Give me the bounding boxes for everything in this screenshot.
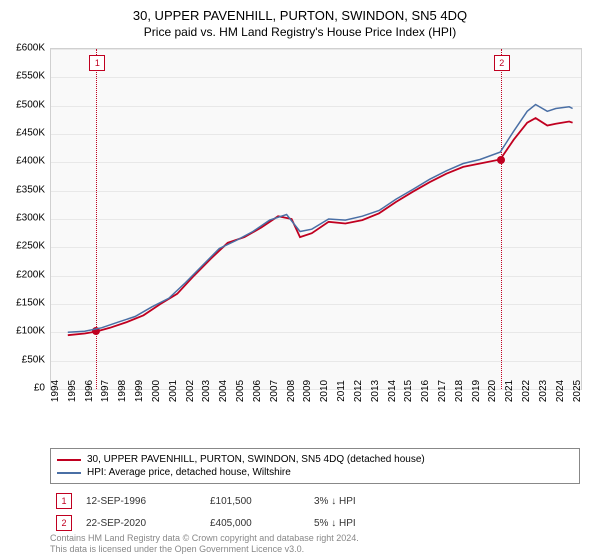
legend-box: 30, UPPER PAVENHILL, PURTON, SWINDON, SN… <box>50 448 580 484</box>
x-tick-label: 2023 <box>538 380 549 402</box>
x-tick-label: 2004 <box>218 380 229 402</box>
x-tick-label: 2014 <box>387 380 398 402</box>
x-tick-label: 2015 <box>403 380 414 402</box>
y-tick-label: £100K <box>16 326 45 337</box>
sale-badge: 1 <box>56 493 72 509</box>
x-tick-label: 2016 <box>420 380 431 402</box>
x-tick-label: 2022 <box>521 380 532 402</box>
y-tick-label: £0 <box>34 383 45 394</box>
sale-date: 12-SEP-1996 <box>86 496 196 507</box>
x-tick-label: 2002 <box>185 380 196 402</box>
sale-row: 2 22-SEP-2020 £405,000 5% ↓ HPI <box>50 512 580 534</box>
x-tick-label: 1999 <box>134 380 145 402</box>
sale-date: 22-SEP-2020 <box>86 518 196 529</box>
x-tick-label: 2010 <box>319 380 330 402</box>
legend-label-hpi: HPI: Average price, detached house, Wilt… <box>87 467 291 478</box>
footer-text: Contains HM Land Registry data © Crown c… <box>50 533 359 556</box>
x-tick-label: 2018 <box>454 380 465 402</box>
x-tick-label: 2012 <box>353 380 364 402</box>
y-tick-label: £450K <box>16 128 45 139</box>
sale-diff: 3% ↓ HPI <box>314 496 404 507</box>
chart-title: 30, UPPER PAVENHILL, PURTON, SWINDON, SN… <box>0 0 600 23</box>
x-tick-label: 1996 <box>84 380 95 402</box>
sale-badge: 2 <box>56 515 72 531</box>
chart-subtitle: Price paid vs. HM Land Registry's House … <box>0 23 600 39</box>
x-tick-label: 2003 <box>201 380 212 402</box>
sales-list: 1 12-SEP-1996 £101,500 3% ↓ HPI 2 22-SEP-2020… <box>50 490 580 534</box>
y-tick-label: £400K <box>16 156 45 167</box>
x-tick-label: 2009 <box>302 380 313 402</box>
x-tick-label: 1998 <box>117 380 128 402</box>
chart-lines <box>51 49 581 389</box>
x-tick-label: 2001 <box>168 380 179 402</box>
x-tick-label: 2025 <box>572 380 583 402</box>
series-line-hpi <box>68 105 573 333</box>
y-tick-label: £150K <box>16 298 45 309</box>
sale-diff: 5% ↓ HPI <box>314 518 404 529</box>
y-tick-label: £300K <box>16 213 45 224</box>
x-tick-label: 1994 <box>50 380 61 402</box>
legend-area: 30, UPPER PAVENHILL, PURTON, SWINDON, SN… <box>50 448 580 534</box>
y-tick-label: £550K <box>16 71 45 82</box>
x-tick-label: 2013 <box>370 380 381 402</box>
sale-row: 1 12-SEP-1996 £101,500 3% ↓ HPI <box>50 490 580 512</box>
sale-price: £405,000 <box>210 518 300 529</box>
legend-label-property: 30, UPPER PAVENHILL, PURTON, SWINDON, SN… <box>87 454 425 465</box>
x-tick-label: 2024 <box>555 380 566 402</box>
legend-item-property: 30, UPPER PAVENHILL, PURTON, SWINDON, SN… <box>57 453 573 466</box>
x-tick-label: 1997 <box>100 380 111 402</box>
x-tick-label: 2007 <box>269 380 280 402</box>
chart-area: 12 £0£50K£100K£150K£200K£250K£300K£350K£… <box>50 48 580 408</box>
legend-item-hpi: HPI: Average price, detached house, Wilt… <box>57 466 573 479</box>
y-tick-label: £200K <box>16 269 45 280</box>
footer-line-2: This data is licensed under the Open Gov… <box>50 544 359 556</box>
footer-line-1: Contains HM Land Registry data © Crown c… <box>50 533 359 545</box>
y-tick-label: £50K <box>22 354 45 365</box>
gridline <box>51 389 581 390</box>
plot-background: 12 <box>50 48 582 390</box>
x-tick-label: 2021 <box>504 380 515 402</box>
x-tick-label: 2006 <box>252 380 263 402</box>
x-tick-label: 2005 <box>235 380 246 402</box>
x-tick-label: 2000 <box>151 380 162 402</box>
x-tick-label: 2017 <box>437 380 448 402</box>
sale-price: £101,500 <box>210 496 300 507</box>
legend-swatch-property <box>57 459 81 461</box>
y-tick-label: £500K <box>16 99 45 110</box>
series-line-property <box>68 118 573 335</box>
x-tick-label: 2008 <box>286 380 297 402</box>
x-tick-label: 2020 <box>487 380 498 402</box>
legend-swatch-hpi <box>57 472 81 474</box>
x-tick-label: 2011 <box>336 380 347 402</box>
x-tick-label: 2019 <box>471 380 482 402</box>
y-tick-label: £350K <box>16 184 45 195</box>
x-tick-label: 1995 <box>67 380 78 402</box>
y-tick-label: £250K <box>16 241 45 252</box>
y-tick-label: £600K <box>16 43 45 54</box>
